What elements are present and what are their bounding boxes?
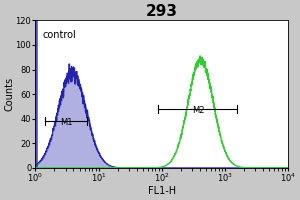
Text: M1: M1 <box>60 118 72 127</box>
Text: control: control <box>43 30 76 40</box>
Text: M2: M2 <box>192 106 204 115</box>
Title: 293: 293 <box>146 4 178 19</box>
Y-axis label: Counts: Counts <box>4 77 14 111</box>
X-axis label: FL1-H: FL1-H <box>148 186 176 196</box>
